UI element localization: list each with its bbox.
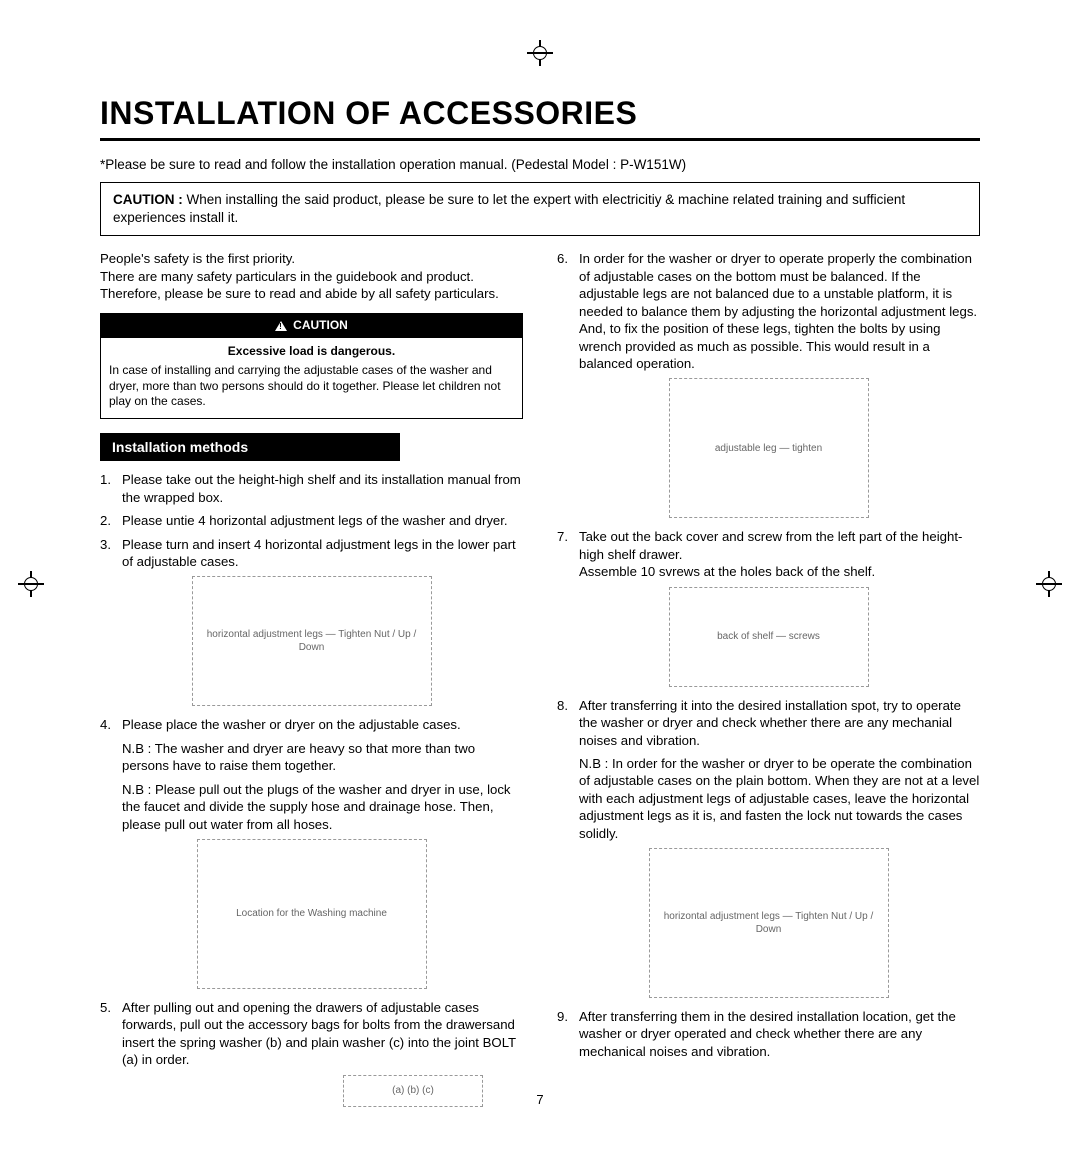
step-6: 6.In order for the washer or dryer to op…	[557, 250, 980, 372]
step-4-nb1: N.B : The washer and dryer are heavy so …	[100, 740, 523, 775]
warning-head-text: CAUTION	[293, 318, 348, 334]
figure-step8-art: horizontal adjustment legs — Tighten Nut…	[649, 848, 889, 998]
left-steps-5: 5.After pulling out and opening the draw…	[100, 999, 523, 1069]
intro-note: *Please be sure to read and follow the i…	[100, 157, 980, 172]
figure-step5-art: (a) (b) (c)	[343, 1075, 483, 1107]
step-8: 8.After transferring it into the desired…	[557, 697, 980, 749]
crop-mark-right	[1036, 571, 1062, 597]
lead-line-2: There are many safety particulars in the…	[100, 269, 499, 301]
step-5: 5.After pulling out and opening the draw…	[100, 999, 523, 1069]
left-steps: 1.Please take out the height-high shelf …	[100, 471, 523, 570]
right-steps-6: 6.In order for the washer or dryer to op…	[557, 250, 980, 372]
figure-step7-art: back of shelf — screws	[669, 587, 869, 687]
step-4: 4.Please place the washer or dryer on th…	[100, 716, 523, 733]
page-title: INSTALLATION OF ACCESSORIES	[100, 95, 980, 132]
step-3: 3.Please turn and insert 4 horizontal ad…	[100, 536, 523, 571]
warning-triangle-icon	[275, 321, 287, 331]
step-7-line1: Take out the back cover and screw from t…	[579, 529, 962, 561]
column-left: People's safety is the first priority. T…	[100, 250, 523, 1116]
warning-text: In case of installing and carrying the a…	[109, 363, 514, 410]
right-steps-7: 7. Take out the back cover and screw fro…	[557, 528, 980, 580]
figure-step5: (a) (b) (c)	[100, 1075, 523, 1107]
lead-line-1: People's safety is the first priority.	[100, 251, 295, 266]
warning-body: Excessive load is dangerous. In case of …	[101, 338, 522, 418]
figure-step6-art: adjustable leg — tighten	[669, 378, 869, 518]
figure-step7: back of shelf — screws	[557, 587, 980, 687]
step-2: 2.Please untie 4 horizontal adjustment l…	[100, 512, 523, 529]
step-4-nb2: N.B : Please pull out the plugs of the w…	[100, 781, 523, 833]
figure-step8: horizontal adjustment legs — Tighten Nut…	[557, 848, 980, 998]
figure-step3: horizontal adjustment legs — Tighten Nut…	[100, 576, 523, 706]
crop-mark-top	[527, 40, 553, 66]
manual-page: INSTALLATION OF ACCESSORIES *Please be s…	[0, 0, 1080, 1167]
left-steps-4: 4.Please place the washer or dryer on th…	[100, 716, 523, 733]
warning-title: Excessive load is dangerous.	[109, 344, 514, 360]
step-1: 1.Please take out the height-high shelf …	[100, 471, 523, 506]
warning-header: CAUTION	[101, 314, 522, 338]
warning-box: CAUTION Excessive load is dangerous. In …	[100, 313, 523, 419]
figure-step4: Location for the Washing machine	[100, 839, 523, 989]
step-7-line2: Assemble 10 svrews at the holes back of …	[579, 564, 875, 579]
title-rule	[100, 138, 980, 141]
caution-label: CAUTION :	[113, 192, 183, 207]
caution-text: When installing the said product, please…	[113, 192, 905, 225]
figure-step6: adjustable leg — tighten	[557, 378, 980, 518]
two-column-body: People's safety is the first priority. T…	[100, 250, 980, 1116]
step-9: 9.After transferring them in the desired…	[557, 1008, 980, 1060]
step-8-nb: N.B : In order for the washer or dryer t…	[557, 755, 980, 842]
page-number: 7	[536, 1092, 543, 1107]
left-lead: People's safety is the first priority. T…	[100, 250, 523, 302]
caution-box: CAUTION : When installing the said produ…	[100, 182, 980, 236]
figure-step3-art: horizontal adjustment legs — Tighten Nut…	[192, 576, 432, 706]
right-steps-9: 9.After transferring them in the desired…	[557, 1008, 980, 1060]
column-right: 6.In order for the washer or dryer to op…	[557, 250, 980, 1116]
crop-mark-left	[18, 571, 44, 597]
step-7: 7. Take out the back cover and screw fro…	[557, 528, 980, 580]
section-heading: Installation methods	[100, 433, 400, 461]
right-steps-8: 8.After transferring it into the desired…	[557, 697, 980, 749]
figure-step4-art: Location for the Washing machine	[197, 839, 427, 989]
